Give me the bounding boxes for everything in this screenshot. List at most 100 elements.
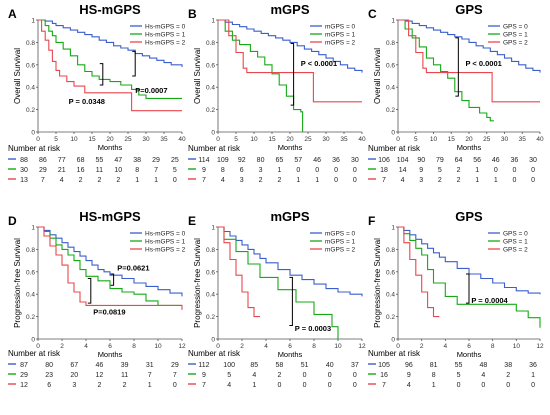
risk-count: 21 xyxy=(58,167,66,174)
p-value-bracket xyxy=(87,278,92,304)
risk-count: 2 xyxy=(457,167,461,174)
y-tick-label: 0.6 xyxy=(386,269,395,276)
x-tick-label: 5 xyxy=(234,136,238,143)
x-tick-label: 2 xyxy=(240,343,244,350)
risk-table-title: Number at risk xyxy=(188,349,241,358)
x-tick-label: 10 xyxy=(70,136,78,143)
risk-count: 0 xyxy=(494,167,498,174)
risk-count: 1 xyxy=(315,177,319,184)
risk-count: 0 xyxy=(303,372,307,379)
risk-count: 88 xyxy=(20,157,28,164)
survival-curve-group-0 xyxy=(398,226,541,295)
survival-curve-group-1 xyxy=(398,226,541,328)
risk-count: 46 xyxy=(492,157,500,164)
y-tick-label: 1 xyxy=(31,225,35,232)
panel-title: mGPS xyxy=(270,2,309,17)
risk-count: 8 xyxy=(221,167,225,174)
p-value-label: P < 0.0001 xyxy=(465,59,501,68)
risk-count: 29 xyxy=(39,167,47,174)
risk-table-title: Number at risk xyxy=(368,349,421,358)
x-tick-label: 0 xyxy=(36,343,40,350)
risk-count: 5 xyxy=(227,372,231,379)
x-tick-label: 4 xyxy=(84,343,88,350)
x-tick-label: 12 xyxy=(358,343,366,350)
risk-count: 58 xyxy=(276,362,284,369)
y-tick-label: 0 xyxy=(391,337,395,344)
risk-count: 1 xyxy=(494,177,498,184)
risk-count: 105 xyxy=(378,362,390,369)
y-tick-label: 0.8 xyxy=(206,40,215,47)
risk-table-title: Number at risk xyxy=(188,144,241,153)
p-value-bracket xyxy=(290,43,295,106)
survival-curve-group-2 xyxy=(38,19,182,112)
x-tick-label: 4 xyxy=(444,343,448,350)
risk-count: 30 xyxy=(351,157,359,164)
y-tick-label: 0.2 xyxy=(206,107,215,114)
risk-count: 0 xyxy=(353,382,357,389)
x-tick-label: 12 xyxy=(536,343,544,350)
risk-count: 4 xyxy=(60,177,64,184)
risk-count: 7 xyxy=(202,177,206,184)
y-tick-label: 0 xyxy=(211,337,215,344)
panel-title: GPS xyxy=(455,209,483,224)
y-axis-label: Overall Survival xyxy=(13,48,22,104)
x-tick-label: 10 xyxy=(250,136,258,143)
legend-entry: Hs-mGPS = 1 xyxy=(145,239,186,246)
risk-count: 6 xyxy=(240,167,244,174)
y-axis-label: Overall Survival xyxy=(373,48,382,104)
y-tick-label: 0.6 xyxy=(206,269,215,276)
legend-entry: mGPS = 1 xyxy=(325,239,356,246)
risk-count: 3 xyxy=(259,167,263,174)
x-tick-label: 40 xyxy=(358,136,366,143)
survival-curve-group-1 xyxy=(218,19,304,132)
risk-count: 2 xyxy=(259,177,263,184)
legend-entry: GPS = 1 xyxy=(503,239,528,246)
risk-count: 7 xyxy=(202,382,206,389)
y-tick-label: 1 xyxy=(31,18,35,25)
risk-table-title: Number at risk xyxy=(8,349,61,358)
risk-table-title: Number at risk xyxy=(368,144,421,153)
risk-count: 56 xyxy=(473,157,481,164)
risk-count: 2 xyxy=(116,177,120,184)
risk-count: 90 xyxy=(417,157,425,164)
risk-count: 0 xyxy=(353,372,357,379)
risk-count: 77 xyxy=(58,157,66,164)
x-tick-label: 10 xyxy=(513,343,521,350)
risk-count: 8 xyxy=(432,372,436,379)
risk-count: 13 xyxy=(20,177,28,184)
y-tick-label: 0.4 xyxy=(26,292,35,299)
legend-entry: GPS = 2 xyxy=(503,40,528,47)
risk-count: 11 xyxy=(121,372,128,379)
risk-count: 112 xyxy=(198,362,209,369)
risk-count: 2 xyxy=(277,177,281,184)
y-tick-label: 0.2 xyxy=(386,107,395,114)
risk-count: 29 xyxy=(20,372,28,379)
survival-curve-group-1 xyxy=(218,226,339,339)
y-tick-label: 0.2 xyxy=(26,107,35,114)
x-tick-label: 15 xyxy=(448,136,456,143)
risk-count: 38 xyxy=(504,362,512,369)
x-axis-label: Months xyxy=(278,350,303,359)
x-tick-label: 6 xyxy=(288,343,292,350)
y-tick-label: 0.8 xyxy=(206,247,215,254)
risk-count: 7 xyxy=(148,372,152,379)
risk-count: 64 xyxy=(455,157,463,164)
y-tick-label: 0.8 xyxy=(26,40,35,47)
panel-letter: C xyxy=(368,7,377,21)
survival-curve-group-0 xyxy=(38,19,183,67)
risk-count: 4 xyxy=(221,177,225,184)
p-value-bracket xyxy=(455,37,459,97)
p-value-label: P = 0.0004 xyxy=(471,296,508,305)
x-axis-label: Months xyxy=(457,143,482,152)
x-tick-label: 40 xyxy=(536,136,544,143)
risk-count: 6 xyxy=(47,382,51,389)
risk-count: 0 xyxy=(531,382,535,389)
risk-count: 3 xyxy=(419,177,423,184)
risk-count: 92 xyxy=(238,157,246,164)
x-tick-label: 8 xyxy=(132,343,136,350)
risk-count: 1 xyxy=(475,177,479,184)
